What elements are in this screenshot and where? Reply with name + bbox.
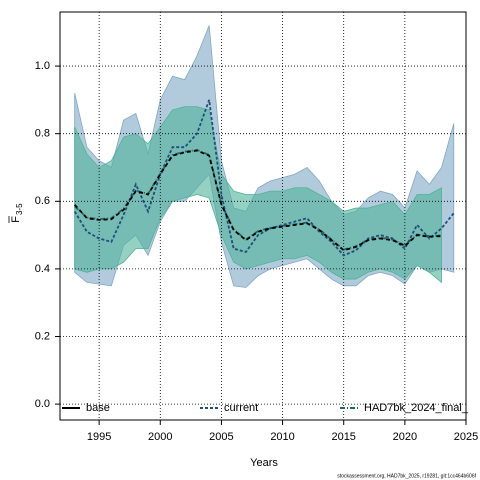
x-axis-label: Years <box>250 457 278 469</box>
y-axis-label-subscript: 3-5 <box>15 203 24 215</box>
y-axis-label: F <box>10 216 22 223</box>
x-tick-label: 2020 <box>393 431 417 443</box>
y-axis-label-group: F 3-5 <box>8 203 24 223</box>
x-tick-label: 1995 <box>87 431 111 443</box>
footer: stockassessment.org, HAD7bk_2025, r19281… <box>337 473 476 479</box>
legend-label: current <box>224 402 258 414</box>
x-tick-label: 2000 <box>148 431 172 443</box>
legend-label: base <box>86 402 110 414</box>
y-tick-label: 0.2 <box>35 330 50 342</box>
x-tick-label: 2015 <box>331 431 355 443</box>
x-tick-label: 2025 <box>454 431 478 443</box>
x-tick-label: 2010 <box>270 431 294 443</box>
y-tick-label: 0.8 <box>35 128 50 140</box>
y-tick-label: 0.0 <box>35 398 50 410</box>
y-tick-label: 1.0 <box>35 60 50 72</box>
series-line <box>73 99 455 257</box>
y-tick-label: 0.4 <box>35 263 50 275</box>
plot-frame <box>59 11 467 421</box>
legend-label: HAD7bk_2024_final_ <box>364 402 469 414</box>
series-line <box>74 149 442 252</box>
confidence-band <box>74 106 442 284</box>
y-tick-label: 0.6 <box>35 195 50 207</box>
x-tick-label: 2005 <box>209 431 233 443</box>
